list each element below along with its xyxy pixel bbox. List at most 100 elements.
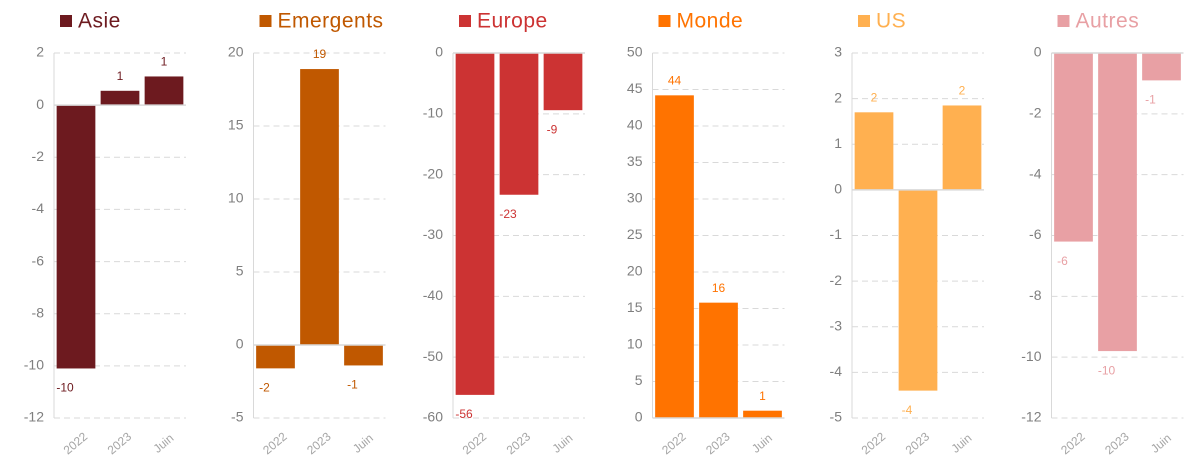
x-tick-label: 2022 [859, 429, 889, 457]
legend-swatch [459, 15, 471, 27]
y-tick-label: -10 [1021, 348, 1041, 364]
bar [56, 105, 96, 369]
panel-title: US [876, 10, 906, 33]
value-label: -4 [902, 403, 913, 417]
x-tick-label: Juin [350, 431, 376, 456]
bar [854, 112, 894, 190]
x-tick-label: Juin [949, 431, 975, 456]
y-tick-label: 30 [627, 190, 643, 206]
y-tick-label: 0 [635, 409, 643, 425]
y-tick-label: 10 [228, 190, 244, 206]
x-tick-label: 2022 [1058, 429, 1088, 457]
y-tick-label: -6 [1029, 226, 1042, 242]
x-tick-label: Juin [550, 431, 576, 456]
y-tick-label: -12 [24, 409, 44, 425]
y-tick-label: -4 [1029, 165, 1042, 181]
y-tick-label: 5 [236, 263, 244, 279]
y-tick-label: 20 [228, 44, 244, 60]
x-tick-label: 2023 [504, 429, 534, 457]
value-label: 1 [117, 69, 124, 83]
y-tick-label: 15 [627, 299, 643, 315]
y-tick-label: -6 [32, 252, 45, 268]
bar [543, 53, 583, 111]
panel-title: Asie [78, 10, 121, 33]
x-tick-label: 2023 [304, 429, 334, 457]
value-label: -23 [499, 207, 517, 221]
value-label: -1 [1145, 93, 1156, 107]
value-label: -6 [1057, 254, 1068, 268]
y-tick-label: -12 [1021, 409, 1041, 425]
y-tick-label: 0 [435, 44, 443, 60]
x-tick-label: Juin [1148, 431, 1174, 456]
value-label: 44 [668, 74, 682, 88]
y-tick-label: -30 [423, 226, 443, 242]
y-tick-label: 35 [627, 153, 643, 169]
y-tick-label: 1 [834, 135, 842, 151]
y-tick-label: 0 [36, 96, 44, 112]
y-tick-label: 20 [627, 263, 643, 279]
bar [1142, 53, 1181, 81]
value-label: -1 [347, 378, 358, 392]
value-label: 1 [161, 55, 168, 69]
x-tick-label: 2022 [61, 429, 91, 457]
y-tick-label: 2 [36, 44, 44, 60]
y-tick-label: -5 [231, 409, 244, 425]
value-label: -2 [259, 381, 270, 395]
y-tick-label: 0 [236, 336, 244, 352]
x-tick-label: 2023 [1102, 429, 1132, 457]
value-label: -9 [547, 122, 558, 136]
bar [455, 53, 495, 395]
x-tick-label: Juin [151, 431, 177, 456]
bar [699, 302, 738, 418]
y-tick-label: -20 [423, 165, 443, 181]
y-tick-label: -8 [1029, 287, 1042, 303]
y-tick-label: 3 [834, 44, 842, 60]
value-label: 2 [959, 84, 966, 98]
value-label: -56 [455, 407, 473, 421]
y-tick-label: -10 [24, 357, 44, 373]
y-tick-label: 10 [627, 336, 643, 352]
legend-swatch [259, 15, 272, 27]
legend-swatch [858, 15, 870, 27]
y-tick-label: -2 [32, 148, 45, 164]
panel-title: Emergents [278, 10, 384, 33]
panel-title: Europe [477, 10, 548, 33]
bar [898, 189, 938, 391]
value-label: 2 [871, 90, 878, 104]
y-tick-label: -4 [32, 200, 45, 216]
x-tick-label: 2023 [903, 429, 933, 457]
value-label: 19 [313, 47, 327, 61]
bar [144, 76, 184, 106]
x-tick-label: 2022 [260, 429, 290, 457]
y-tick-label: -40 [423, 287, 443, 303]
x-tick-label: Juin [749, 431, 775, 456]
bar [942, 105, 982, 190]
y-tick-label: -1 [830, 226, 843, 242]
y-tick-label: 25 [627, 226, 643, 242]
y-tick-label: 5 [635, 372, 643, 388]
panel-title: Autres [1076, 10, 1140, 33]
x-tick-label: 2023 [105, 429, 135, 457]
value-label: -10 [1098, 363, 1116, 377]
legend-swatch [658, 15, 671, 27]
y-tick-label: -2 [830, 272, 843, 288]
y-tick-label: -50 [423, 348, 443, 364]
x-tick-label: 2023 [703, 429, 733, 457]
y-tick-label: 2 [834, 89, 842, 105]
y-tick-label: -2 [1029, 105, 1042, 121]
y-tick-label: -4 [830, 363, 843, 379]
x-tick-label: 2022 [460, 429, 490, 457]
bar [499, 53, 539, 195]
x-tick-label: 2022 [659, 429, 689, 457]
bar [344, 345, 383, 366]
legend-swatch [1057, 15, 1070, 27]
bar [1054, 53, 1093, 242]
value-label: 1 [759, 389, 766, 403]
value-label: -10 [56, 381, 74, 395]
y-tick-label: 40 [627, 117, 643, 133]
bar [100, 90, 140, 106]
y-tick-label: -5 [830, 409, 843, 425]
bar [1098, 53, 1137, 352]
y-tick-label: -60 [423, 409, 443, 425]
